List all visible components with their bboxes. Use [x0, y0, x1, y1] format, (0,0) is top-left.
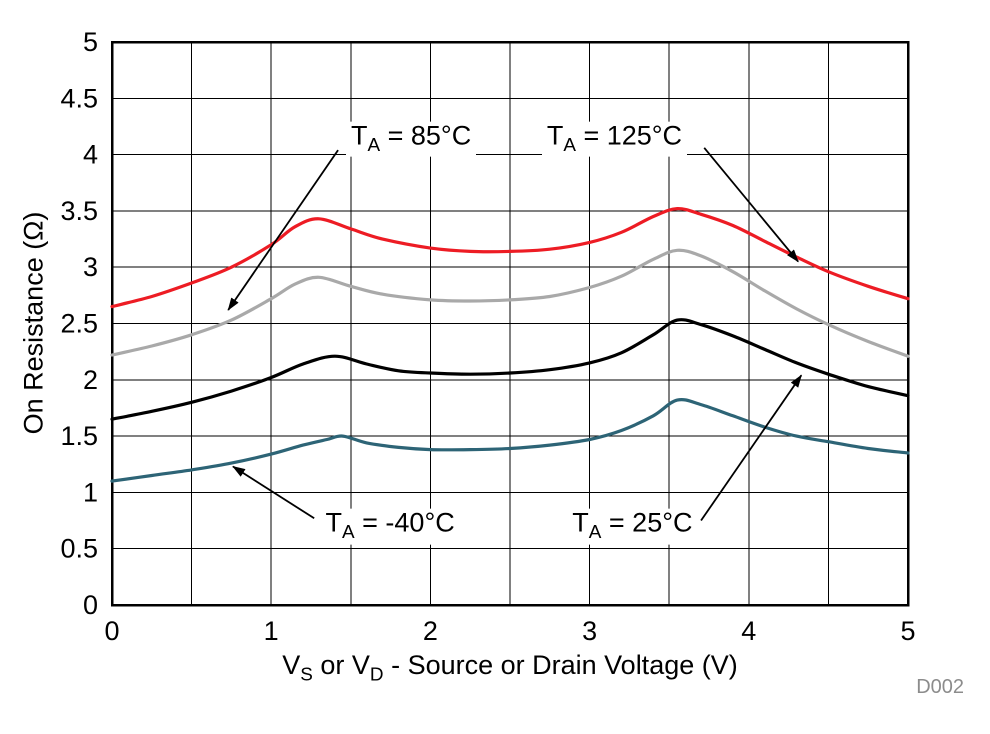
figure-label: D002 — [916, 676, 964, 698]
x-tick-label: 2 — [423, 616, 438, 646]
y-tick-label: 3.5 — [60, 196, 98, 226]
annotation-arrow-ta-85 — [227, 149, 339, 311]
curve-ta-125 — [110, 206, 910, 309]
y-axis-title: On Resistance (Ω) — [18, 211, 49, 435]
y-tick-label: 1.5 — [60, 421, 98, 451]
x-axis-title-part: - Source or Drain Voltage (V) — [383, 650, 738, 680]
annotation-arrow-ta-25 — [700, 374, 803, 522]
curve-ta-25 — [110, 318, 910, 421]
plot-frame — [110, 40, 910, 607]
annotation-label-ta-125: TA = 125°C — [541, 121, 688, 157]
y-tick-label: 0.5 — [60, 534, 98, 564]
x-axis-title: VS or VD - Source or Drain Voltage (V) — [112, 650, 908, 686]
x-tick-label: 4 — [741, 616, 756, 646]
curve-ta-85 — [110, 248, 910, 358]
x-tick-label: 3 — [582, 616, 597, 646]
annotation-label-ta-85: TA = 85°C — [346, 121, 477, 157]
x-axis-title-subscript: S — [300, 664, 313, 686]
x-tick-label: 1 — [264, 616, 279, 646]
annotation-label-ta-minus40: TA = -40°C — [320, 508, 460, 545]
x-tick-label: 5 — [900, 616, 915, 646]
x-axis-title-part: or V — [312, 650, 370, 680]
y-tick-label: 4.5 — [60, 83, 98, 113]
y-tick-label: 1 — [83, 477, 98, 507]
y-tick-label: 0 — [83, 590, 98, 620]
annotation-label-ta-25: TA = 25°C — [567, 508, 698, 545]
x-axis-title-part: V — [282, 650, 301, 680]
annotation-arrow-ta-125 — [703, 147, 799, 263]
x-axis-title-subscript: D — [369, 664, 384, 686]
y-tick-label: 4 — [83, 140, 98, 170]
y-tick-label: 2 — [83, 365, 98, 395]
y-tick-label: 5 — [83, 27, 98, 57]
annotation-arrow-ta-minus40 — [232, 465, 315, 520]
y-tick-label: 3 — [83, 252, 98, 282]
x-tick-label: 0 — [104, 616, 119, 646]
y-tick-label: 2.5 — [60, 309, 98, 339]
